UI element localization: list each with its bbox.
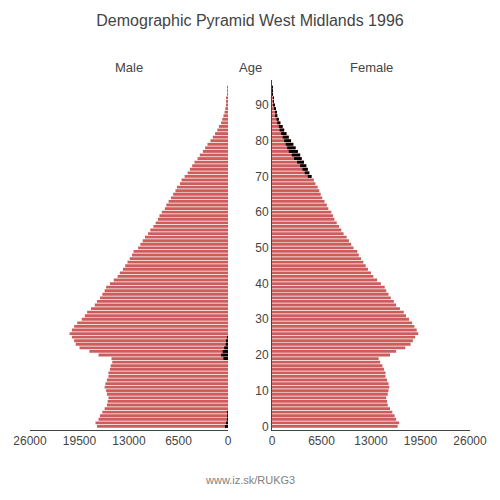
- svg-text:Age: Age: [239, 60, 262, 75]
- svg-text:70: 70: [255, 170, 269, 184]
- svg-text:30: 30: [255, 312, 269, 326]
- svg-text:13000: 13000: [354, 434, 388, 448]
- svg-text:6500: 6500: [308, 434, 335, 448]
- svg-text:50: 50: [255, 241, 269, 255]
- svg-text:Female: Female: [350, 60, 393, 75]
- svg-text:19500: 19500: [63, 434, 97, 448]
- svg-text:0: 0: [262, 420, 269, 434]
- svg-text:www.iz.sk/RUKG3: www.iz.sk/RUKG3: [205, 474, 295, 486]
- svg-text:26000: 26000: [453, 434, 487, 448]
- svg-text:19500: 19500: [404, 434, 438, 448]
- svg-text:13000: 13000: [112, 434, 146, 448]
- svg-text:40: 40: [255, 277, 269, 291]
- svg-text:20: 20: [255, 348, 269, 362]
- svg-text:6500: 6500: [165, 434, 192, 448]
- svg-text:80: 80: [255, 134, 269, 148]
- svg-text:10: 10: [255, 384, 269, 398]
- svg-text:0: 0: [225, 434, 232, 448]
- svg-text:60: 60: [255, 205, 269, 219]
- svg-text:26000: 26000: [13, 434, 47, 448]
- svg-text:0: 0: [269, 434, 276, 448]
- svg-text:Demographic Pyramid West Midla: Demographic Pyramid West Midlands 1996: [96, 12, 404, 29]
- svg-text:90: 90: [255, 98, 269, 112]
- svg-text:Male: Male: [115, 60, 143, 75]
